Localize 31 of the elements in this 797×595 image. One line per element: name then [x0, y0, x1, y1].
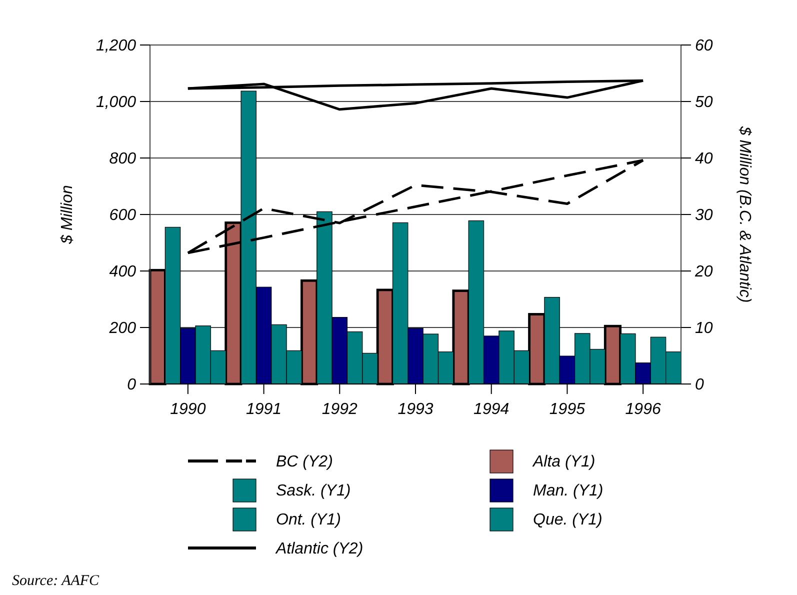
x-tick-label: 1992 [322, 401, 358, 418]
legend-label: Ont. (Y1) [276, 512, 341, 529]
y2-axis-title: $ Million (B.C. & Atlantic) [736, 125, 753, 303]
legend-label: Alta (Y1) [532, 454, 596, 471]
y2-tick-label: 40 [695, 150, 713, 168]
legend-label: BC (Y2) [276, 454, 333, 471]
y-tick-label: 0 [127, 376, 136, 394]
x-tick-label: 1996 [625, 401, 661, 418]
x-tick-label: 1995 [549, 401, 586, 418]
y-tick-label: 800 [109, 150, 136, 168]
y2-tick-label: 50 [695, 94, 713, 112]
y-tick-label: 400 [109, 264, 136, 281]
x-tick-label: 1991 [246, 401, 282, 418]
y-tick-label: 200 [108, 320, 136, 338]
y2-tick-label: 0 [695, 376, 704, 394]
y2-tick-label: 20 [694, 264, 713, 281]
legend-label: Atlantic (Y2) [275, 540, 364, 558]
y-tick-label: 600 [109, 207, 136, 224]
legend-label: Que. (Y1) [533, 512, 602, 529]
legend-label: Man. (Y1) [533, 482, 604, 500]
y2-tick-label: 30 [695, 207, 713, 224]
x-tick-label: 1994 [474, 401, 510, 418]
x-tick-label: 1993 [398, 401, 434, 418]
source-note: Source: AAFC [12, 573, 100, 589]
y2-tick-label: 60 [695, 38, 713, 55]
x-tick-label: 1990 [170, 401, 206, 418]
legend-label: Sask. (Y1) [276, 482, 351, 500]
y-tick-label: 1,200 [96, 38, 136, 55]
y-tick-label: 1,000 [96, 94, 136, 112]
y-axis-title: $ Million [59, 185, 76, 245]
y2-tick-label: 10 [695, 320, 713, 338]
